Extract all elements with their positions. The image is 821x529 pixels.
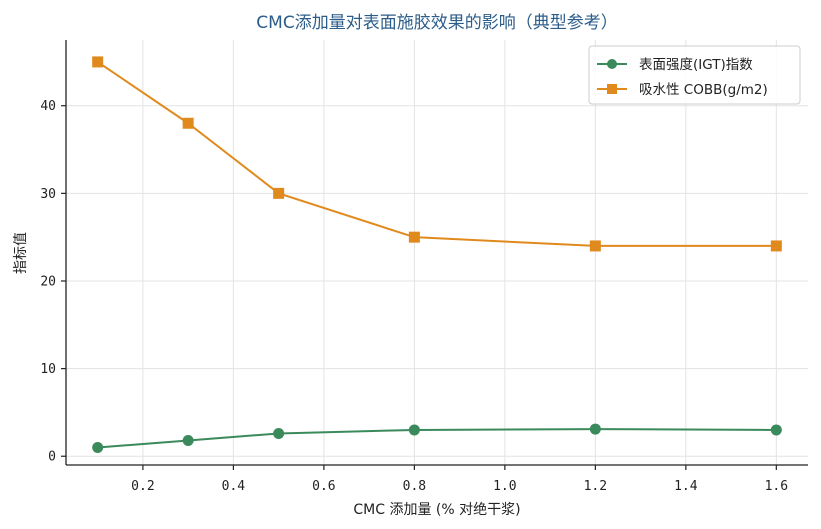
y-axis-label: 指标值 [13, 232, 29, 274]
y-tick-label: 0 [48, 450, 56, 465]
data-point-marker [273, 187, 285, 199]
x-tick-label: 0.8 [403, 479, 426, 494]
data-point-marker [589, 240, 601, 252]
y-tick-label: 20 [40, 274, 56, 289]
x-axis-label: CMC 添加量 (% 对绝干浆) [353, 502, 520, 518]
x-tick-label: 1.6 [765, 479, 788, 494]
data-point-marker [92, 441, 104, 453]
legend-swatch-marker [607, 84, 617, 94]
x-tick-label: 1.4 [674, 479, 698, 494]
data-point-marker [408, 424, 420, 436]
data-point-marker [182, 434, 194, 446]
data-point-marker [182, 117, 194, 129]
data-point-marker [273, 427, 285, 439]
x-tick-label: 1.2 [584, 479, 607, 494]
chart-title: CMC添加量对表面施胶效果的影响（典型参考） [256, 13, 617, 33]
x-ticks: 0.2 0.4 0.6 0.8 1.0 1.2 1.4 1.6 [131, 465, 788, 494]
series-2 [92, 56, 782, 252]
grid [66, 40, 808, 465]
y-ticks: 0 10 20 30 40 [40, 99, 66, 465]
data-point-marker [408, 231, 420, 243]
y-tick-label: 30 [40, 187, 56, 202]
data-point-marker [770, 240, 782, 252]
legend-label: 吸水性 COBB(g/m2) [639, 82, 768, 98]
legend-box [588, 45, 801, 105]
x-tick-label: 0.4 [222, 479, 246, 494]
y-tick-label: 40 [40, 99, 56, 114]
data-point-marker [770, 424, 782, 436]
legend-swatch-marker [607, 59, 617, 69]
series-line [97, 428, 777, 449]
data-point-marker [92, 56, 104, 68]
legend-label: 表面强度(IGT)指数 [639, 57, 753, 73]
y-tick-label: 10 [40, 362, 56, 377]
x-tick-label: 0.6 [312, 479, 335, 494]
series-1 [92, 423, 782, 453]
axes [65, 40, 808, 466]
data-point-marker [589, 423, 601, 435]
x-tick-label: 0.2 [131, 479, 154, 494]
x-tick-label: 1.0 [493, 479, 516, 494]
series-line [97, 61, 777, 247]
series-layer [92, 56, 782, 453]
